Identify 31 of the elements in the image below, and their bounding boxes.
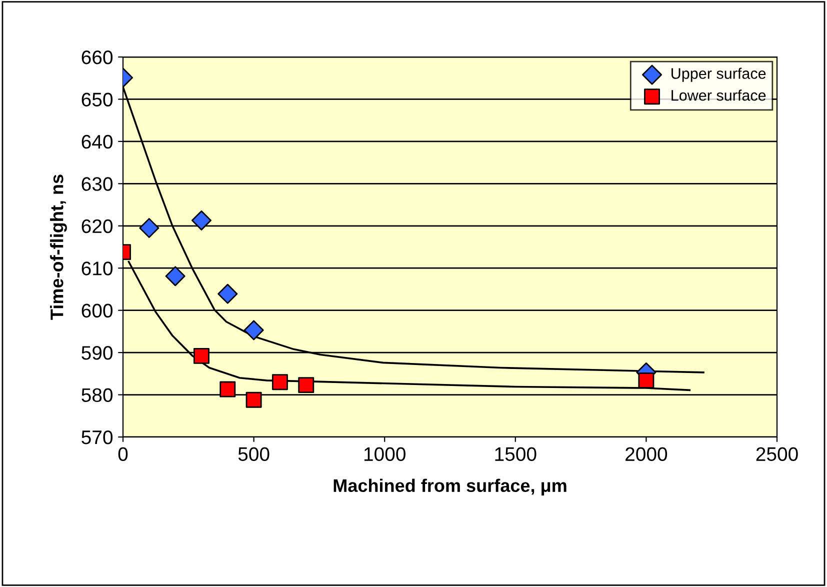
y-tick-label: 650	[82, 92, 113, 106]
legend-label: Lower surface	[672, 90, 766, 101]
point	[244, 320, 264, 340]
point	[218, 284, 238, 304]
y-tick-label: 610	[82, 262, 113, 276]
y-axis-title: Time-of-flight, ns	[50, 174, 67, 320]
point	[191, 210, 212, 230]
y-tick-label: 580	[82, 388, 113, 402]
point	[165, 266, 186, 286]
y-tick-label: 570	[82, 430, 113, 444]
x-axis-title: Machined from surface, μm	[334, 478, 566, 496]
x-tick-label: 500	[238, 447, 270, 462]
point	[220, 381, 236, 398]
point	[298, 377, 314, 394]
x-tick-label: 2000	[626, 447, 668, 462]
x-tick-label: 0	[118, 447, 128, 462]
y-tick-label: 660	[82, 50, 113, 64]
y-tick-label: 590	[82, 346, 113, 360]
point	[272, 374, 288, 390]
legend-label: Upper surface	[672, 68, 766, 82]
point	[139, 218, 160, 238]
y-tick-label: 620	[82, 219, 113, 234]
point	[638, 372, 654, 388]
y-tick-label: 630	[82, 177, 113, 191]
x-tick-label: 1500	[495, 447, 536, 462]
x-tick-label: 2500	[756, 447, 798, 462]
point	[246, 392, 262, 408]
point	[194, 348, 210, 364]
y-tick-label: 600	[82, 304, 113, 318]
y-tick-label: 640	[82, 134, 113, 149]
x-tick-label: 1000	[364, 447, 406, 462]
